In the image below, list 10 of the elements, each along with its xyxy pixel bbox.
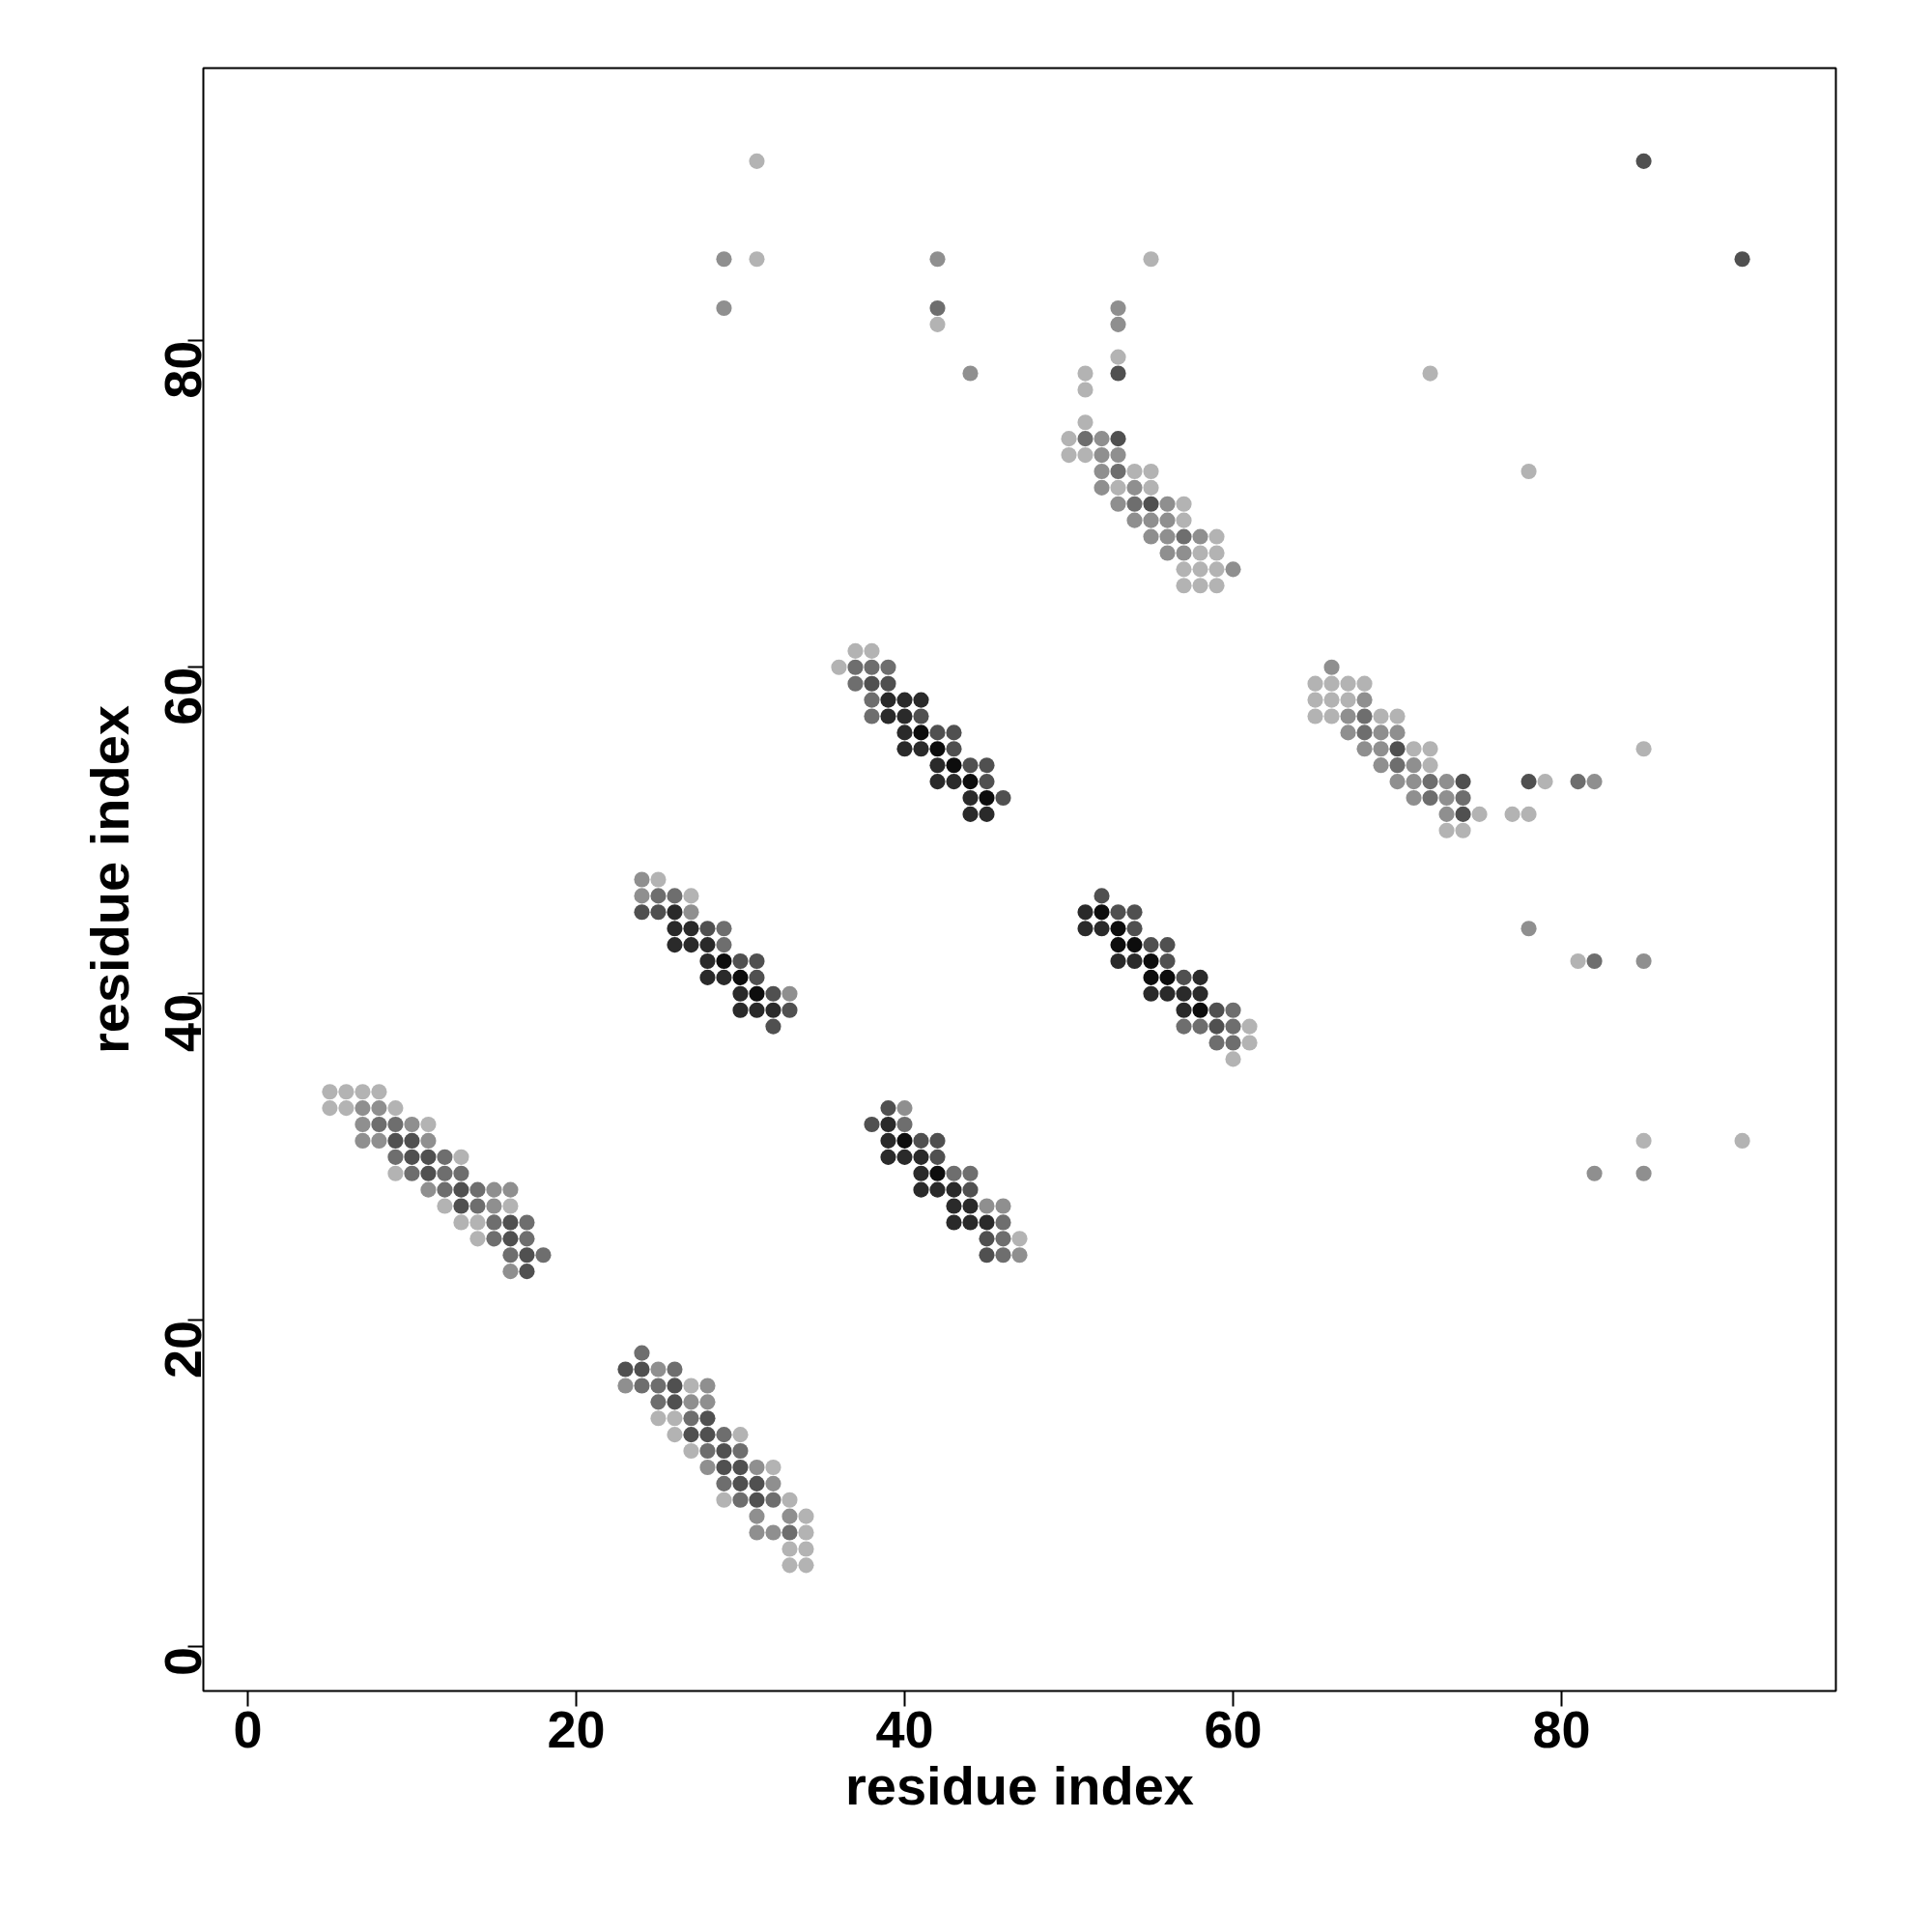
y-tick-label: 80 xyxy=(154,340,212,399)
x-tick-label: 20 xyxy=(547,1699,606,1758)
y-tick-label: 40 xyxy=(154,993,212,1052)
y-axis-title: residue index xyxy=(78,704,140,1055)
x-tick-label: 0 xyxy=(233,1699,263,1758)
y-tick-label: 20 xyxy=(154,1320,212,1378)
x-tick-label: 60 xyxy=(1204,1699,1263,1758)
x-tick-label: 80 xyxy=(1532,1699,1591,1758)
y-tick-label: 0 xyxy=(154,1646,212,1676)
y-tick-label: 60 xyxy=(154,667,212,725)
